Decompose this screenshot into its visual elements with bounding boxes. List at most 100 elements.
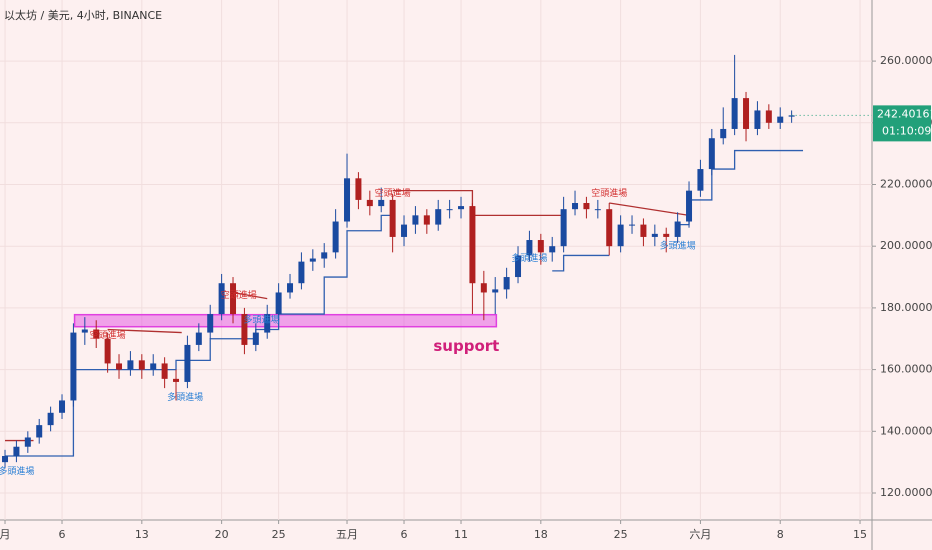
candle-body: [366, 199, 373, 207]
candle-body: [583, 203, 590, 210]
candle-body: [754, 110, 761, 129]
candle-body: [765, 110, 772, 123]
candle-body: [161, 363, 168, 379]
candle-body: [594, 209, 601, 211]
candle-body: [480, 283, 487, 293]
candle-body: [298, 261, 305, 284]
candle-body: [309, 258, 316, 262]
candle-body: [412, 215, 419, 225]
candle-body: [640, 224, 647, 237]
candle-body: [697, 169, 704, 191]
candle-body: [150, 363, 157, 370]
y-tick-label: 220.000000: [880, 177, 932, 190]
candle-body: [218, 283, 225, 315]
candle-body: [344, 178, 351, 222]
signal-label: 空頭進場: [375, 187, 411, 199]
candle-body: [116, 363, 123, 370]
candle-body: [195, 332, 202, 345]
chart-title: 以太坊 / 美元, 4小时, BINANCE: [4, 8, 162, 22]
candle-body: [526, 240, 533, 256]
y-tick-label: 180.000000: [880, 301, 932, 314]
candle-body: [59, 400, 66, 413]
candle-body: [537, 240, 544, 253]
candle-body: [389, 199, 396, 237]
candle-body: [549, 246, 556, 253]
candle-body: [230, 283, 237, 315]
candle-body: [423, 215, 430, 225]
signal-label: 空頭進場: [221, 289, 257, 301]
x-tick-label: 25: [272, 528, 286, 541]
signal-label: 多頭進場: [167, 391, 203, 403]
x-tick-label: 18: [534, 528, 548, 541]
candle-body: [24, 437, 31, 447]
candle-body: [36, 425, 43, 438]
candle-body: [47, 412, 54, 426]
candle-body: [663, 233, 670, 237]
candle-body: [401, 224, 408, 237]
y-tick-label: 160.000000: [880, 363, 932, 376]
candle-body: [458, 206, 465, 210]
x-tick-label: 15: [853, 528, 867, 541]
candle-body: [686, 190, 693, 222]
candle-body: [492, 289, 499, 293]
last-price-label: 242.401610: [877, 107, 932, 120]
y-tick-label: 200.000000: [880, 239, 932, 252]
candle-body: [435, 209, 442, 225]
signal-label: 多頭進場: [660, 240, 696, 252]
candle-body: [173, 378, 180, 382]
candle-body: [731, 98, 738, 129]
x-tick-label: 6: [59, 528, 66, 541]
candle-body: [287, 283, 294, 293]
x-tick-label: 13: [135, 528, 149, 541]
last-price-tag: [873, 105, 931, 142]
candle-body: [617, 224, 624, 247]
candle-body: [651, 233, 658, 237]
signal-label: 空頭進場: [90, 329, 126, 341]
signal-label: 多頭進場: [244, 314, 280, 326]
candle-body: [332, 221, 339, 253]
candle-body: [503, 277, 510, 290]
candle-body: [104, 338, 111, 364]
signal-label: 多頭進場: [511, 252, 547, 264]
candle-body: [207, 314, 214, 333]
support-label: support: [433, 337, 499, 355]
stop-line: [552, 254, 610, 272]
candle-body: [560, 209, 567, 247]
countdown-label: 01:10:09: [882, 124, 931, 137]
candle-body: [743, 98, 750, 129]
signal-label: 多頭進場: [0, 465, 34, 477]
support-zone: [73, 313, 498, 328]
candle-body: [81, 329, 88, 333]
x-tick-label: 五月: [336, 528, 358, 541]
x-tick-label: 月: [0, 528, 11, 541]
candle-body: [674, 221, 681, 237]
candle-body: [93, 329, 100, 339]
x-tick-label: 25: [614, 528, 628, 541]
y-tick-label: 140.000000: [880, 424, 932, 437]
candle-body: [264, 314, 271, 333]
candle-body: [184, 344, 191, 382]
candle-body: [127, 360, 134, 370]
candle-body: [606, 209, 613, 247]
stop-line: [609, 202, 690, 216]
y-tick-label: 260.000000: [880, 54, 932, 67]
candle-body: [515, 255, 522, 278]
x-tick-label: 8: [777, 528, 784, 541]
x-tick-label: 6: [401, 528, 408, 541]
candle-body: [788, 115, 795, 117]
x-tick-label: 11: [454, 528, 468, 541]
candle-body: [321, 252, 328, 259]
stop-line: [232, 291, 268, 300]
signal-label: 空頭進場: [591, 187, 627, 199]
stop-line: [107, 328, 182, 334]
candle-body: [138, 360, 145, 370]
candle-body: [70, 332, 77, 401]
candle-body: [378, 199, 385, 207]
candle-body: [2, 455, 9, 463]
candle-body: [720, 128, 727, 139]
x-tick-label: 六月: [689, 528, 711, 541]
candle-body: [708, 138, 715, 170]
